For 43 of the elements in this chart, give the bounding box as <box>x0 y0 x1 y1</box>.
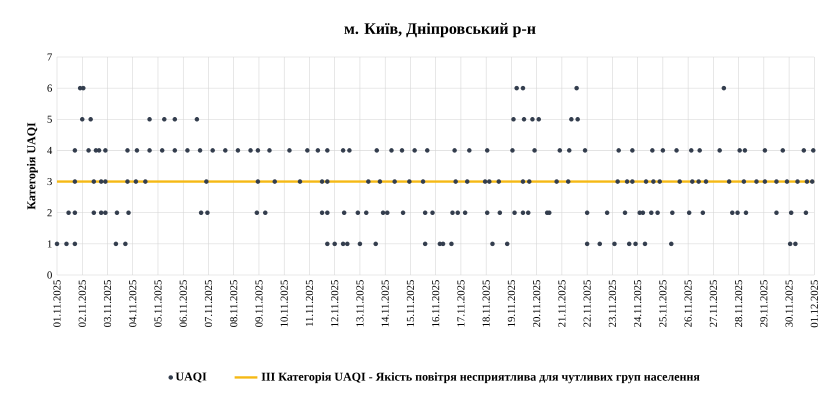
x-tick-label: 18.11.2025 <box>482 280 490 326</box>
x-tick-label: 09.11.2025 <box>255 280 263 327</box>
x-tick-label: 13.11.2025 <box>356 280 364 326</box>
x-tick-label: 11.11.2025 <box>306 280 314 326</box>
chart-title: м. Київ, Дніпровський р-н <box>344 22 536 38</box>
x-tick-label: 07.11.2025 <box>204 280 212 327</box>
x-tick-label: 08.11.2025 <box>230 280 238 327</box>
x-tick-label: 26.11.2025 <box>684 280 692 327</box>
x-tick-label: 27.11.2025 <box>710 280 717 327</box>
x-tick-label: 01.11.2025 <box>53 280 61 327</box>
x-tick-label: 12.11.2025 <box>331 280 338 326</box>
x-tick-label: 21.11.2025 <box>558 280 566 327</box>
x-tick-label: 28.11.2025 <box>734 280 742 327</box>
x-tick-label: 10.11.2025 <box>280 280 288 326</box>
x-tick-label: 14.11.2025 <box>382 280 389 326</box>
x-tick-label: 03.11.2025 <box>104 280 112 327</box>
x-tick-label: 02.11.2025 <box>78 280 86 327</box>
x-tick-label: 04.11.2025 <box>129 280 136 327</box>
x-tick-label: 23.11.2025 <box>608 280 616 327</box>
x-tick-label: 30.11.2025 <box>785 280 793 327</box>
x-tick-label: 01.12.2025 <box>810 280 818 328</box>
x-tick-label: 17.11.2025 <box>457 280 465 326</box>
y-tick-label: 0 <box>47 271 52 279</box>
y-tick-label: 1 <box>48 240 52 248</box>
legend-label: III Категорія UAQI - Якість повітря несприятлива для чутливих груп населення <box>262 372 700 384</box>
x-tick-label: 25.11.2025 <box>659 280 666 327</box>
y-tick-label: 7 <box>48 54 52 60</box>
x-tick-label: 06.11.2025 <box>180 280 187 327</box>
y-tick-label: 2 <box>47 209 52 216</box>
y-tick-label: 4 <box>47 146 52 154</box>
y-tick-label: 6 <box>47 84 52 92</box>
x-tick-label: 19.11.2025 <box>508 280 516 326</box>
legend-label: UAQI <box>176 372 206 382</box>
x-tick-label: 15.11.2025 <box>406 280 414 326</box>
y-tick-label: 5 <box>48 116 52 123</box>
y-tick-label: 3 <box>47 178 52 186</box>
y-axis-title: Категорія UAQI <box>26 122 38 210</box>
x-tick-label: 05.11.2025 <box>154 280 162 327</box>
x-tick-label: 22.11.2025 <box>584 280 591 327</box>
x-tick-label: 16.11.2025 <box>432 280 440 326</box>
x-tick-label: 20.11.2025 <box>533 280 540 327</box>
x-tick-label: 29.11.2025 <box>760 280 768 327</box>
x-tick-label: 24.11.2025 <box>634 280 642 327</box>
